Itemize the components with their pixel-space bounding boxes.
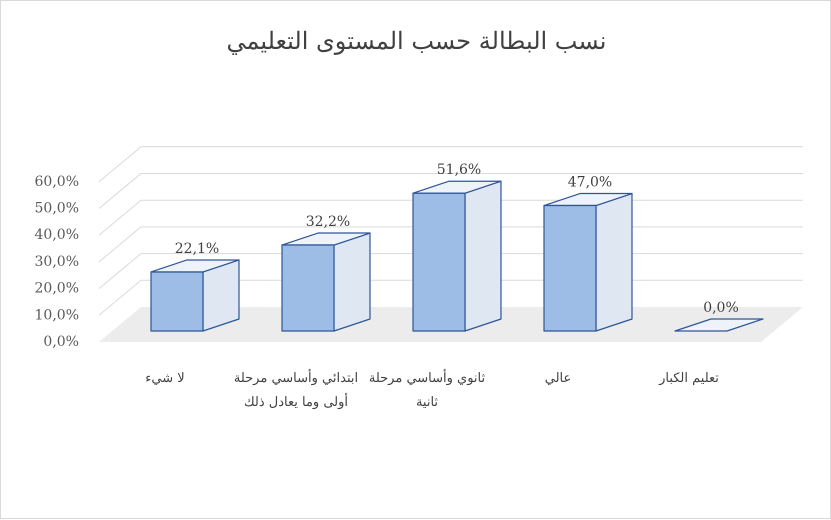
category-label: تعليم الكبار [659, 371, 719, 386]
gridline [98, 173, 803, 209]
data-label: 51,6% [437, 162, 481, 178]
y-tick-label: 50,0% [35, 201, 79, 217]
category-label: عالي [544, 371, 572, 386]
bar [543, 192, 633, 332]
y-tick-label: 40,0% [35, 227, 79, 243]
data-label: 32,2% [306, 214, 350, 230]
data-label: 47,0% [568, 175, 612, 191]
category-label: ثانوي وأساسي مرحلة ثانية [368, 371, 486, 410]
data-label: 0,0% [703, 300, 739, 316]
gridline [98, 146, 803, 183]
y-tick-label: 60,0% [35, 174, 79, 190]
category-label: ابتدائي وأساسي مرحلة أولى وما يعادل ذلك [233, 371, 359, 410]
y-tick-label: 10,0% [35, 307, 79, 323]
data-labels: 22,1% 32,2% 51,6% 47,0% 0,0% [175, 162, 739, 316]
y-tick-label: 0,0% [43, 334, 79, 350]
bar [150, 259, 240, 332]
chart-title: نسب البطالة حسب المستوى التعليمي [226, 27, 607, 55]
bars [150, 180, 764, 332]
bar [281, 232, 371, 332]
bar [674, 318, 764, 332]
bar [412, 180, 502, 332]
category-label: لا شيء [145, 371, 185, 386]
data-label: 22,1% [175, 241, 219, 257]
y-tick-label: 20,0% [35, 281, 79, 297]
y-tick-label: 30,0% [35, 254, 79, 270]
